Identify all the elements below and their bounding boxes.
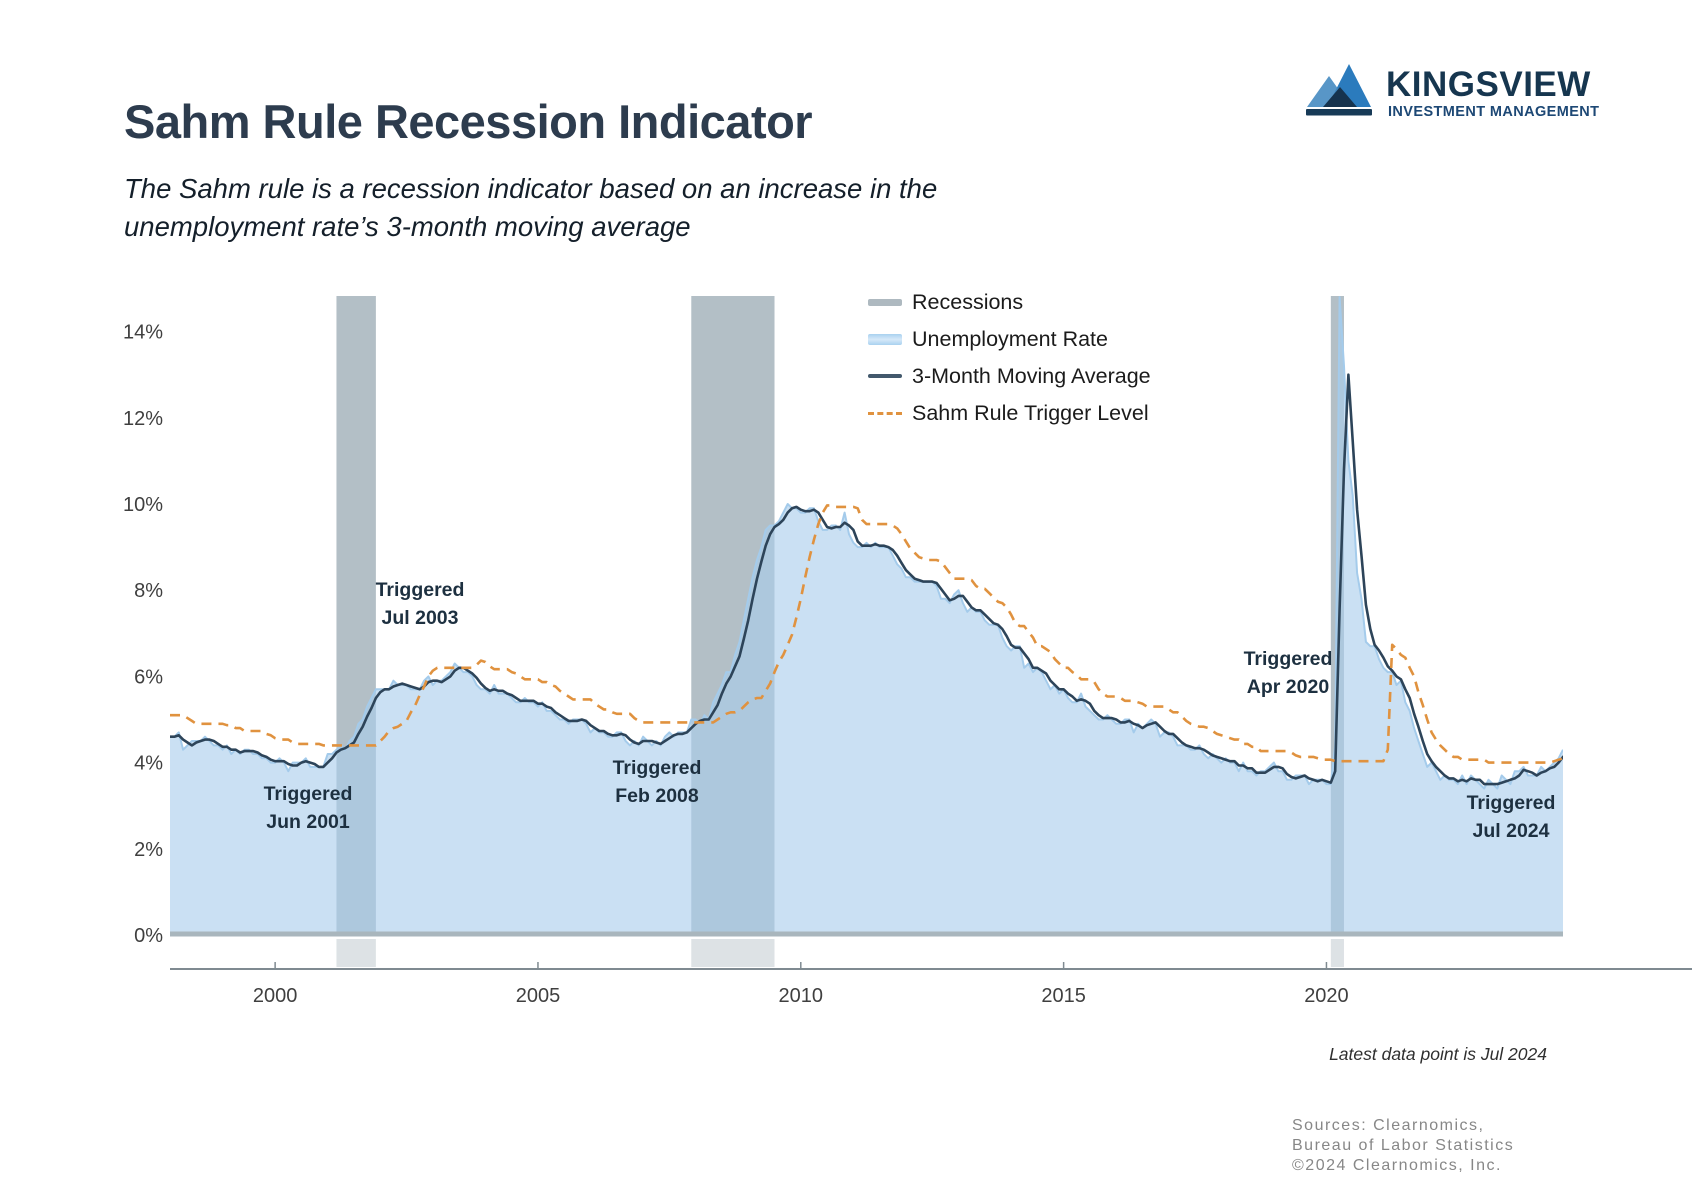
legend-item-trigger-level: Sahm Rule Trigger Level bbox=[868, 399, 1151, 427]
legend-item-recessions: Recessions bbox=[868, 288, 1151, 316]
unemployment-rate-area bbox=[170, 297, 1563, 935]
chart-subtitle: The Sahm rule is a recession indicator b… bbox=[124, 170, 937, 246]
annotation-triggered-jul-2024: Triggered Jul 2024 bbox=[1466, 792, 1556, 842]
annotation-triggered-jun-2001: Triggered Jun 2001 bbox=[263, 783, 353, 833]
trigger-level-swatch-icon bbox=[868, 411, 902, 415]
chart-subtitle-line2: unemployment rate’s 3-month moving avera… bbox=[124, 211, 691, 242]
legend-label: 3-Month Moving Average bbox=[912, 363, 1151, 388]
recession-band-below-axis bbox=[1330, 939, 1344, 967]
y-axis-label: 6% bbox=[134, 666, 163, 688]
unemployment-rate-swatch-icon bbox=[868, 333, 902, 345]
y-axis-label: 12% bbox=[123, 408, 163, 430]
sahm-trigger-line bbox=[170, 504, 1563, 764]
moving-average-swatch-icon bbox=[868, 374, 902, 378]
x-axis-label: 2000 bbox=[253, 985, 298, 1007]
y-axis-label: 2% bbox=[134, 839, 163, 861]
sources-note: Sources: Clearnomics, Bureau of Labor St… bbox=[1292, 1117, 1515, 1174]
y-axis-label: 8% bbox=[134, 580, 163, 602]
unemployment-rate-line bbox=[170, 296, 1563, 790]
annotation-triggered-jul-2003: Triggered Jul 2003 bbox=[375, 579, 465, 629]
logo-tagline: INVESTMENT MANAGEMENT bbox=[1388, 104, 1600, 120]
logo-name: KINGSVIEW bbox=[1386, 65, 1591, 104]
legend-label: Sahm Rule Trigger Level bbox=[912, 400, 1149, 425]
recession-band-swatch-icon bbox=[868, 298, 902, 306]
recession-band-below-axis bbox=[336, 939, 376, 967]
legend-item-unemployment-rate: Unemployment Rate bbox=[868, 325, 1151, 353]
y-axis-label: 4% bbox=[134, 753, 163, 775]
plot-area bbox=[170, 296, 1563, 935]
x-axis-label: 2005 bbox=[516, 985, 561, 1007]
y-axis-label: 14% bbox=[123, 322, 163, 344]
page-title: Sahm Rule Recession Indicator bbox=[124, 95, 813, 148]
y-axis-label: 10% bbox=[123, 494, 163, 516]
crown-logo-icon bbox=[1306, 64, 1372, 116]
moving-average-line bbox=[170, 373, 1563, 786]
recession-band-below-axis bbox=[691, 939, 775, 967]
latest-data-note: Latest data point is Jul 2024 bbox=[1329, 1044, 1547, 1064]
legend-item-moving-average: 3-Month Moving Average bbox=[868, 362, 1151, 390]
chart-legend: Recessions Unemployment Rate 3-Month Mov… bbox=[868, 288, 1151, 427]
legend-label: Unemployment Rate bbox=[912, 326, 1108, 351]
y-axis-label: 0% bbox=[134, 925, 163, 947]
legend-label: Recessions bbox=[912, 289, 1024, 314]
annotation-triggered-feb-2008: Triggered Feb 2008 bbox=[612, 757, 702, 807]
chart-subtitle-line1: The Sahm rule is a recession indicator b… bbox=[124, 173, 938, 204]
annotation-triggered-apr-2020: Triggered Apr 2020 bbox=[1243, 648, 1333, 698]
x-axis-label: 2020 bbox=[1304, 985, 1349, 1007]
x-axis-label: 2010 bbox=[779, 985, 824, 1007]
x-axis-label: 2015 bbox=[1041, 985, 1086, 1007]
kingsview-logo: KINGSVIEW INVESTMENT MANAGEMENT bbox=[1302, 55, 1632, 135]
